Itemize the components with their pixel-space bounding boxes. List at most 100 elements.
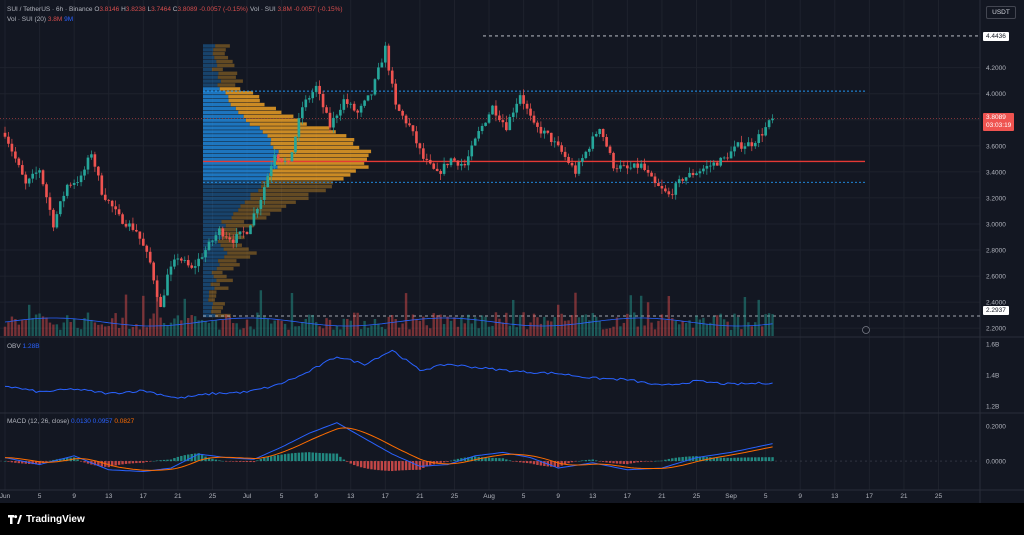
- volume-bar: [581, 315, 584, 336]
- macd-histogram-bar: [107, 461, 110, 468]
- volume-profile-bar-up: [203, 196, 251, 201]
- volume-bar: [90, 319, 93, 336]
- obv-legend[interactable]: OBV 1.28B: [7, 343, 40, 350]
- volume-profile-bar-up: [203, 247, 224, 251]
- volume-bar: [598, 320, 601, 336]
- volume-bar: [238, 329, 242, 336]
- candle-body: [650, 172, 653, 177]
- macd-histogram-bar: [556, 461, 560, 468]
- volume-bar: [124, 294, 128, 336]
- macd-histogram-bar: [17, 461, 21, 464]
- candle-body: [549, 132, 553, 143]
- volume-profile-bar-down: [212, 302, 225, 306]
- volume-profile-bar-up: [203, 259, 219, 263]
- candle-body: [176, 258, 180, 260]
- volume-profile-bar-up: [203, 290, 210, 294]
- chart-canvas[interactable]: 4.20004.00003.80003.60003.40003.20003.00…: [0, 0, 1024, 503]
- volume-profile-bar-up: [203, 270, 212, 275]
- macd-histogram-bar: [287, 453, 290, 462]
- macd-histogram-bar: [3, 461, 7, 462]
- candle-body: [290, 152, 294, 162]
- volume-profile-bar-down: [216, 266, 234, 271]
- ohlc-item: C3.8089: [170, 6, 198, 13]
- macd-histogram-bar: [525, 461, 529, 464]
- macd-histogram-bar: [598, 461, 601, 462]
- macd-histogram-bar: [93, 461, 97, 466]
- volume-profile-bar-down: [276, 157, 367, 161]
- candle-body: [709, 165, 712, 167]
- volume-profile-bar-down: [269, 173, 351, 177]
- volume-bar: [712, 316, 715, 336]
- candle-body: [767, 120, 771, 128]
- macd-histogram-bar: [401, 461, 404, 471]
- candle-body: [643, 163, 646, 170]
- volume-profile-bar-up: [203, 48, 214, 52]
- time-tick-label: 9: [314, 493, 318, 500]
- macd-histogram-bar: [228, 461, 231, 462]
- macd-histogram-bar: [712, 457, 715, 462]
- volume-bar: [709, 322, 712, 336]
- volume-profile-bar-up: [203, 216, 232, 220]
- candle-body: [726, 157, 729, 159]
- currency-selector[interactable]: USDT: [986, 6, 1016, 19]
- tradingview-logo[interactable]: TradingView: [8, 514, 85, 525]
- volume-profile-bar-up: [203, 239, 218, 244]
- candle-body: [238, 231, 242, 235]
- volume-profile-bar-down: [211, 306, 223, 310]
- volume-bar: [314, 322, 318, 336]
- volume-bar: [294, 326, 297, 336]
- volume-bar: [373, 318, 377, 336]
- volume-bar: [636, 326, 639, 336]
- candle-body: [207, 241, 211, 251]
- macd-legend[interactable]: MACD (12, 26, close) 0.0130 0.0957 0.082…: [7, 418, 134, 425]
- candle-body: [276, 155, 280, 159]
- volume-bar: [771, 314, 774, 336]
- macd-histogram-bar: [180, 455, 183, 462]
- volume-bar: [560, 313, 563, 336]
- volume-bar: [384, 329, 387, 336]
- volume-bar: [190, 315, 193, 336]
- volume-bar: [211, 321, 214, 336]
- candle-body: [370, 94, 373, 96]
- macd-histogram-bar: [567, 461, 570, 464]
- volume-bar: [308, 314, 311, 336]
- candle-body: [722, 157, 726, 159]
- macd-histogram-bar: [563, 461, 567, 465]
- macd-histogram-bar: [418, 461, 422, 470]
- volume-profile-bar-down: [208, 294, 217, 298]
- macd-histogram-bar: [214, 459, 218, 462]
- volume-profile-bar-down: [243, 114, 294, 118]
- volume-profile-bar-down: [227, 251, 257, 255]
- volume-profile-bar-up: [203, 235, 222, 240]
- volume-bar: [397, 327, 401, 336]
- macd-histogram-bar: [187, 454, 190, 462]
- macd-histogram-bar: [543, 461, 546, 467]
- volume-bar: [463, 323, 467, 336]
- volume-profile-bar-up: [203, 231, 221, 236]
- macd-histogram-bar: [446, 461, 449, 462]
- volume-sma-line: [4, 317, 773, 327]
- macd-histogram-bar: [425, 461, 429, 467]
- candle-body: [332, 117, 335, 128]
- volume-sma-legend[interactable]: Vol · SUI (20) 3.8M 9M: [7, 16, 73, 23]
- volume-bar: [532, 313, 536, 336]
- volume-bar: [197, 320, 200, 336]
- volume-bar: [691, 327, 695, 336]
- symbol-legend[interactable]: SUI / TetherUS · 6h · Binance O3.8146 H3…: [7, 6, 248, 13]
- volume-profile-bar-down: [211, 309, 222, 314]
- volume-bar: [588, 320, 591, 336]
- candle-body: [539, 126, 543, 134]
- volume-profile-bar-up: [203, 282, 211, 287]
- macd-histogram-bar: [449, 460, 453, 462]
- volume-bar: [7, 322, 10, 336]
- macd-histogram-bar: [684, 456, 688, 462]
- macd-histogram-bar: [456, 458, 460, 462]
- volume-bar: [169, 322, 173, 336]
- candle-body: [169, 266, 173, 275]
- macd-histogram-bar: [114, 461, 117, 466]
- candle-body: [536, 122, 539, 127]
- volume-profile-bar-down: [277, 165, 369, 169]
- volume-profile-bar-down: [218, 71, 238, 75]
- volume-profile-bar-up: [203, 302, 213, 306]
- volume-profile-bar-up: [203, 141, 271, 146]
